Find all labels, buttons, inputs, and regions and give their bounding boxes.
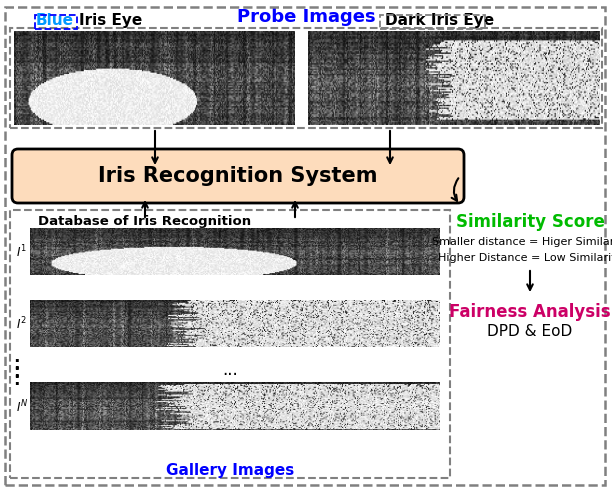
Text: Gallery Images: Gallery Images	[166, 463, 294, 477]
Text: Dark Iris Eye: Dark Iris Eye	[385, 13, 494, 28]
Text: :: :	[13, 355, 20, 373]
Text: :: :	[13, 371, 20, 389]
Text: $I^2$: $I^2$	[16, 316, 27, 332]
Text: ...: ...	[222, 361, 238, 379]
Bar	[10, 210, 450, 478]
Text: Smaller distance = Higer Similarity: Smaller distance = Higer Similarity	[431, 237, 612, 247]
Text: Blue: Blue	[36, 13, 74, 28]
Text: $I^N$: $I^N$	[16, 399, 28, 416]
Text: Probe Images: Probe Images	[237, 8, 375, 26]
Text: DPD & EoD: DPD & EoD	[487, 324, 573, 340]
Text: Database of Iris Recognition: Database of Iris Recognition	[39, 216, 252, 228]
Bar	[380, 15, 485, 29]
Text: Iris Eye: Iris Eye	[79, 13, 142, 28]
Text: Similarity Score: Similarity Score	[455, 213, 605, 231]
FancyBboxPatch shape	[12, 149, 464, 203]
Text: $I^1$: $I^1$	[16, 244, 27, 260]
Text: Higher Distance = Low Similarity: Higher Distance = Low Similarity	[438, 253, 612, 263]
Bar	[10, 28, 602, 128]
Text: Iris Recognition System: Iris Recognition System	[99, 166, 378, 186]
Text: Fairness Analysis: Fairness Analysis	[449, 303, 611, 321]
Bar	[35, 15, 77, 29]
Text: :: :	[13, 363, 20, 381]
